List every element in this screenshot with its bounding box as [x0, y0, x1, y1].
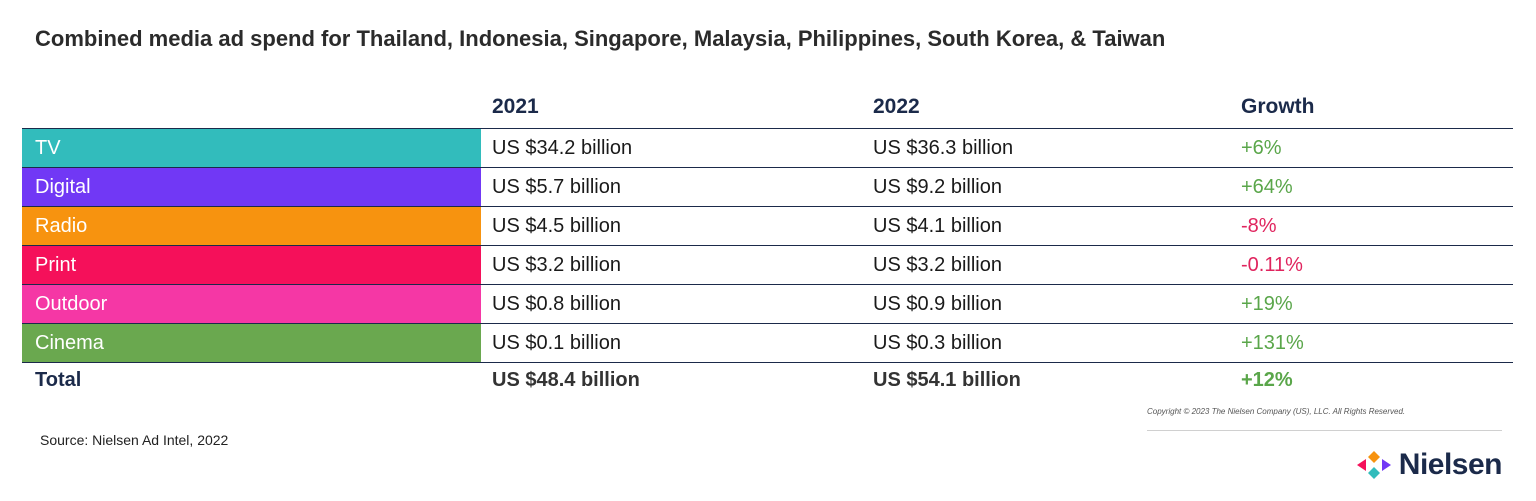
table-row: Outdoor US $0.8 billion US $0.9 billion +19… — [22, 284, 1513, 324]
table-row: Digital US $5.7 billion US $9.2 billion +64… — [22, 167, 1513, 207]
total-label: Total — [35, 368, 82, 391]
value-2022-cell: US $3.2 billion — [862, 245, 1230, 285]
table-row: Print US $3.2 billion US $3.2 billion -0.11… — [22, 245, 1513, 285]
growth-cell: +131% — [1230, 323, 1513, 363]
total-2021: US $48.4 billion — [492, 368, 640, 391]
category-label-cell: TV — [22, 128, 481, 168]
table-row: Radio US $4.5 billion US $4.1 billion -8% — [22, 206, 1513, 246]
category-label-cell: Outdoor — [22, 284, 481, 324]
growth-cell: +64% — [1230, 167, 1513, 207]
value-2021-cell: US $34.2 billion — [481, 128, 862, 168]
header-2022: 2022 — [862, 86, 1230, 129]
table-row: Cinema US $0.1 billion US $0.3 billion +131… — [22, 323, 1513, 363]
growth-cell: +19% — [1230, 284, 1513, 324]
total-growth: +12% — [1241, 368, 1293, 391]
nielsen-logo-text: Nielsen — [1398, 448, 1503, 481]
nielsen-logo: Nielsen — [1356, 448, 1503, 482]
value-2021-cell: US $4.5 billion — [481, 206, 862, 246]
value-2022-cell: US $0.9 billion — [862, 284, 1230, 324]
value-2021-cell: US $3.2 billion — [481, 245, 862, 285]
value-2022-cell: US $4.1 billion — [862, 206, 1230, 246]
value-2021-cell: US $5.7 billion — [481, 167, 862, 207]
value-2022-cell: US $36.3 billion — [862, 128, 1230, 168]
total-2022: US $54.1 billion — [873, 368, 1021, 391]
growth-cell: -8% — [1230, 206, 1513, 246]
nielsen-logo-icon — [1356, 451, 1391, 479]
value-2021-cell: US $0.8 billion — [481, 284, 862, 324]
source-note: Source: Nielsen Ad Intel, 2022 — [40, 432, 229, 448]
total-row: Total US $48.4 billion US $54.1 billion … — [22, 363, 1513, 398]
value-2022-cell: US $9.2 billion — [862, 167, 1230, 207]
category-label-cell: Radio — [22, 206, 481, 246]
chart-title: Combined media ad spend for Thailand, In… — [35, 26, 1166, 51]
value-2021-cell: US $0.1 billion — [481, 323, 862, 363]
category-label-cell: Cinema — [22, 323, 481, 363]
table-body: TV US $34.2 billion US $36.3 billion +6% Dig… — [22, 128, 1513, 363]
table-row: TV US $34.2 billion US $36.3 billion +6% — [22, 128, 1513, 168]
logo-divider — [1147, 430, 1502, 431]
header-category — [22, 86, 481, 129]
header-growth: Growth — [1230, 86, 1513, 129]
copyright-notice: Copyright © 2023 The Nielsen Company (US… — [1147, 407, 1406, 416]
growth-cell: +6% — [1230, 128, 1513, 168]
value-2022-cell: US $0.3 billion — [862, 323, 1230, 363]
growth-cell: -0.11% — [1230, 245, 1513, 285]
ad-spend-table: 2021 2022 Growth TV US $34.2 billion US $3… — [22, 86, 1513, 397]
header-2021: 2021 — [481, 86, 862, 129]
category-label-cell: Print — [22, 245, 481, 285]
category-label-cell: Digital — [22, 167, 481, 207]
header-row: 2021 2022 Growth — [22, 86, 1513, 129]
